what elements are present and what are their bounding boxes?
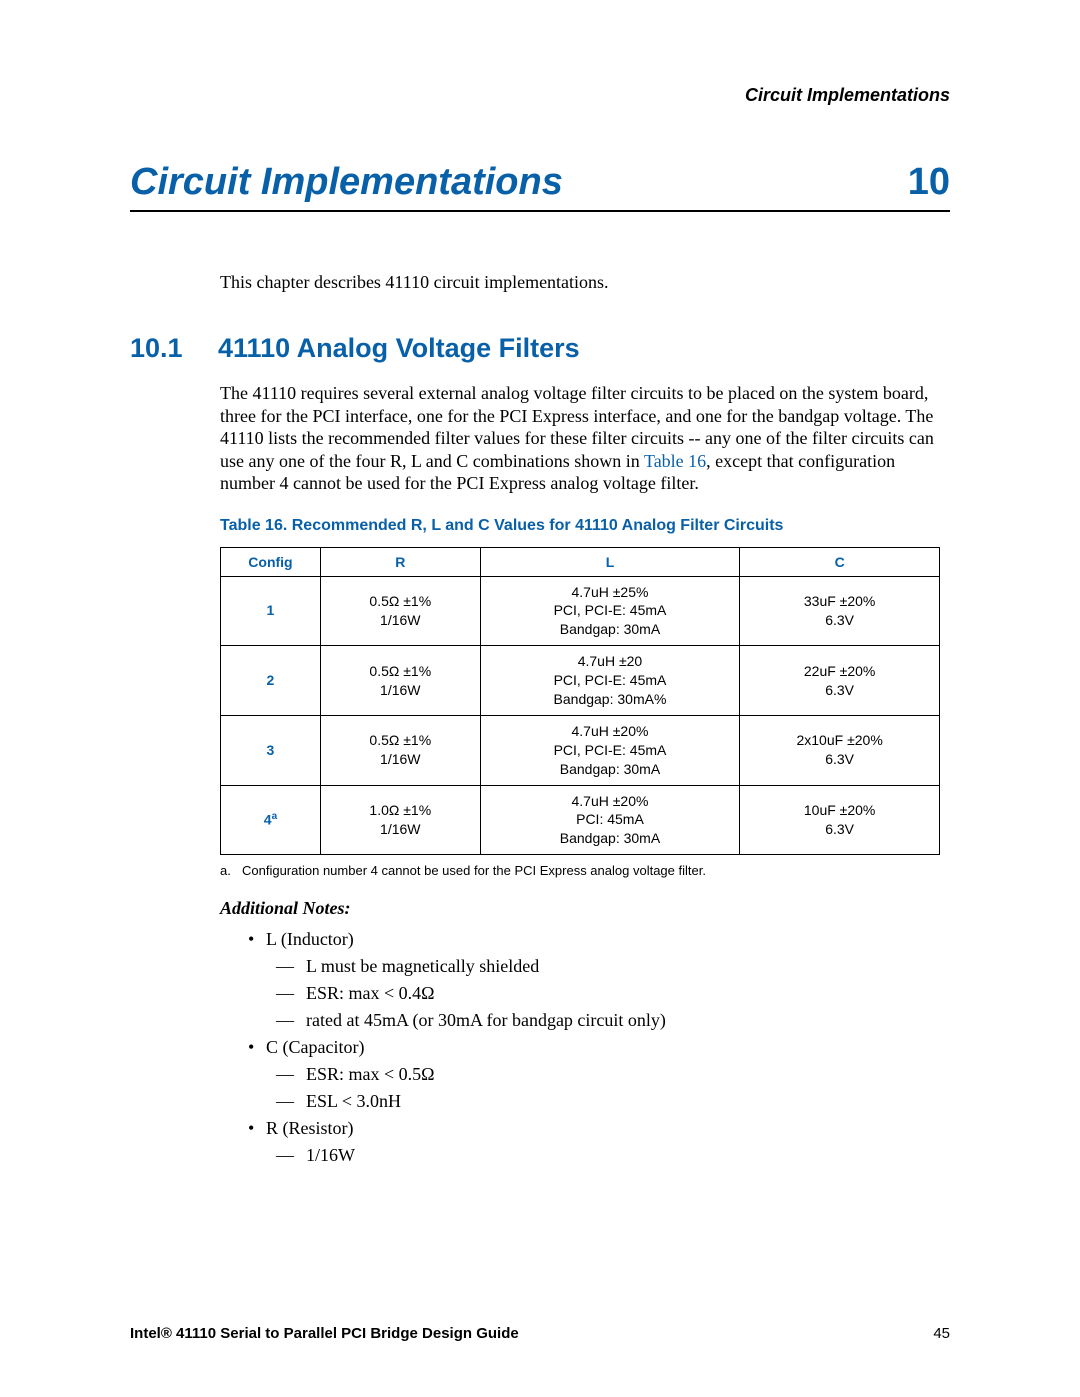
l-cell: 4.7uH ±20PCI, PCI-E: 45mABandgap: 30mA% [480, 646, 740, 716]
running-head: Circuit Implementations [130, 85, 950, 106]
c-cell: 2x10uF ±20%6.3V [740, 715, 940, 785]
l-cell: 4.7uH ±25%PCI, PCI-E: 45mABandgap: 30mA [480, 576, 740, 646]
c-cell: 22uF ±20%6.3V [740, 646, 940, 716]
footer-doc-title: Intel® 41110 Serial to Parallel PCI Brid… [130, 1325, 519, 1342]
table-row: 4a1.0Ω ±1%1/16W4.7uH ±20%PCI: 45mABandga… [221, 785, 940, 855]
c-cell: 10uF ±20%6.3V [740, 785, 940, 855]
table-caption: Table 16. Recommended R, L and C Values … [220, 517, 950, 535]
notes-subitem: ESR: max < 0.5Ω [276, 1064, 950, 1085]
r-cell: 0.5Ω ±1%1/16W [320, 646, 480, 716]
additional-notes-heading: Additional Notes: [220, 898, 950, 919]
notes-subitem: 1/16W [276, 1145, 950, 1166]
chapter-number: 10 [908, 161, 950, 204]
r-cell: 1.0Ω ±1%1/16W [320, 785, 480, 855]
notes-subitem: rated at 45mA (or 30mA for bandgap circu… [276, 1010, 950, 1031]
l-cell: 4.7uH ±20%PCI, PCI-E: 45mABandgap: 30mA [480, 715, 740, 785]
footer-page-number: 45 [933, 1325, 950, 1342]
section-number: 10.1 [130, 333, 218, 364]
config-cell: 1 [221, 576, 321, 646]
notes-item: C (Capacitor)ESR: max < 0.5ΩESL < 3.0nH [248, 1037, 950, 1112]
table-footnote: a.Configuration number 4 cannot be used … [220, 863, 950, 878]
table-row: 20.5Ω ±1%1/16W4.7uH ±20PCI, PCI-E: 45mAB… [221, 646, 940, 716]
c-cell: 33uF ±20%6.3V [740, 576, 940, 646]
config-cell: 3 [221, 715, 321, 785]
config-cell: 2 [221, 646, 321, 716]
notes-subitem: L must be magnetically shielded [276, 956, 950, 977]
section-body: The 41110 requires several external anal… [220, 382, 950, 495]
notes-item: R (Resistor)1/16W [248, 1118, 950, 1166]
additional-notes-list: L (Inductor)L must be magnetically shiel… [248, 929, 950, 1166]
l-cell: 4.7uH ±20%PCI: 45mABandgap: 30mA [480, 785, 740, 855]
intro-paragraph: This chapter describes 41110 circuit imp… [220, 272, 950, 293]
table-cross-ref[interactable]: Table 16 [644, 451, 706, 471]
section-heading: 10.141110 Analog Voltage Filters [130, 333, 950, 364]
table-row: 10.5Ω ±1%1/16W4.7uH ±25%PCI, PCI-E: 45mA… [221, 576, 940, 646]
chapter-heading: Circuit Implementations 10 [130, 161, 950, 212]
r-cell: 0.5Ω ±1%1/16W [320, 715, 480, 785]
notes-subitem: ESL < 3.0nH [276, 1091, 950, 1112]
col-header-config: Config [221, 547, 321, 576]
notes-item: L (Inductor)L must be magnetically shiel… [248, 929, 950, 1031]
notes-subitem: ESR: max < 0.4Ω [276, 983, 950, 1004]
col-header-l: L [480, 547, 740, 576]
section-title: 41110 Analog Voltage Filters [218, 333, 580, 363]
page-footer: Intel® 41110 Serial to Parallel PCI Brid… [130, 1325, 950, 1342]
footnote-text: Configuration number 4 cannot be used fo… [242, 863, 706, 878]
table-row: 30.5Ω ±1%1/16W4.7uH ±20%PCI, PCI-E: 45mA… [221, 715, 940, 785]
r-cell: 0.5Ω ±1%1/16W [320, 576, 480, 646]
footnote-marker: a. [220, 863, 242, 878]
chapter-title: Circuit Implementations [130, 161, 563, 204]
col-header-r: R [320, 547, 480, 576]
col-header-c: C [740, 547, 940, 576]
filter-values-table: Config R L C 10.5Ω ±1%1/16W4.7uH ±25%PCI… [220, 547, 940, 856]
config-cell: 4a [221, 785, 321, 855]
